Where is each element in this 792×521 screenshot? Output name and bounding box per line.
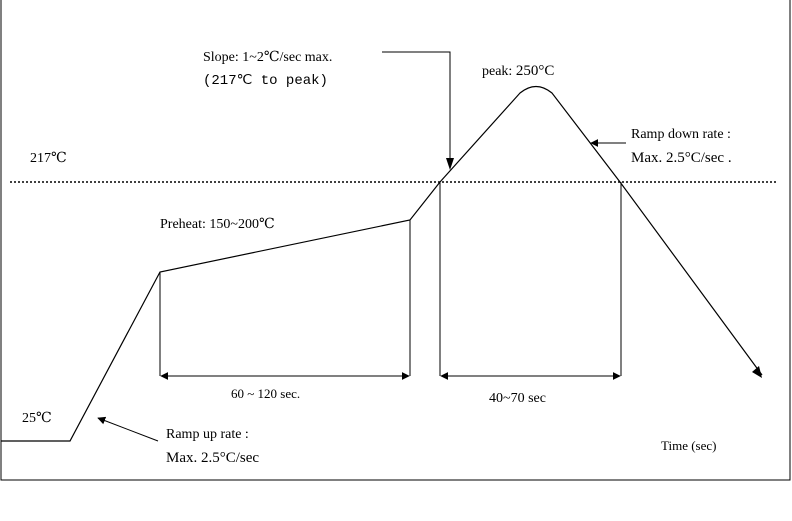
curve-end-arrowhead bbox=[752, 366, 762, 378]
reflow-duration-label: 40~70 sec bbox=[489, 391, 546, 406]
preheat-label: Preheat: 150~200℃ bbox=[160, 217, 275, 232]
slope-label-line1: Slope: 1~2℃/sec max. bbox=[203, 50, 333, 65]
frame-border bbox=[0, 0, 791, 481]
slope-callout-leader bbox=[382, 51, 451, 166]
ramp-up-label-line2: Max. 2.5°C/sec bbox=[166, 450, 260, 466]
peak-label-prefix: peak: bbox=[482, 64, 516, 79]
temperature-profile-curve bbox=[1, 85, 763, 442]
peak-label: peak: 250°C bbox=[482, 64, 554, 79]
ramp-up-callout-arrow bbox=[97, 416, 159, 442]
ramp-down-label-line2: Max. 2.5°C/sec . bbox=[631, 150, 732, 166]
time-axis-label: Time (sec) bbox=[661, 438, 717, 453]
temp-217-label: 217℃ bbox=[30, 151, 67, 166]
peak-label-value: 250°C bbox=[515, 63, 555, 79]
slope-label-line2: (217℃ to peak) bbox=[203, 73, 328, 89]
temp-25-label: 25℃ bbox=[22, 411, 52, 426]
preheat-duration-label: 60 ~ 120 sec. bbox=[231, 386, 301, 401]
ramp-down-label-line1: Ramp down rate : bbox=[631, 127, 731, 142]
ramp-up-label-line1: Ramp up rate : bbox=[166, 427, 249, 442]
slope-callout-arrowhead bbox=[446, 158, 454, 170]
